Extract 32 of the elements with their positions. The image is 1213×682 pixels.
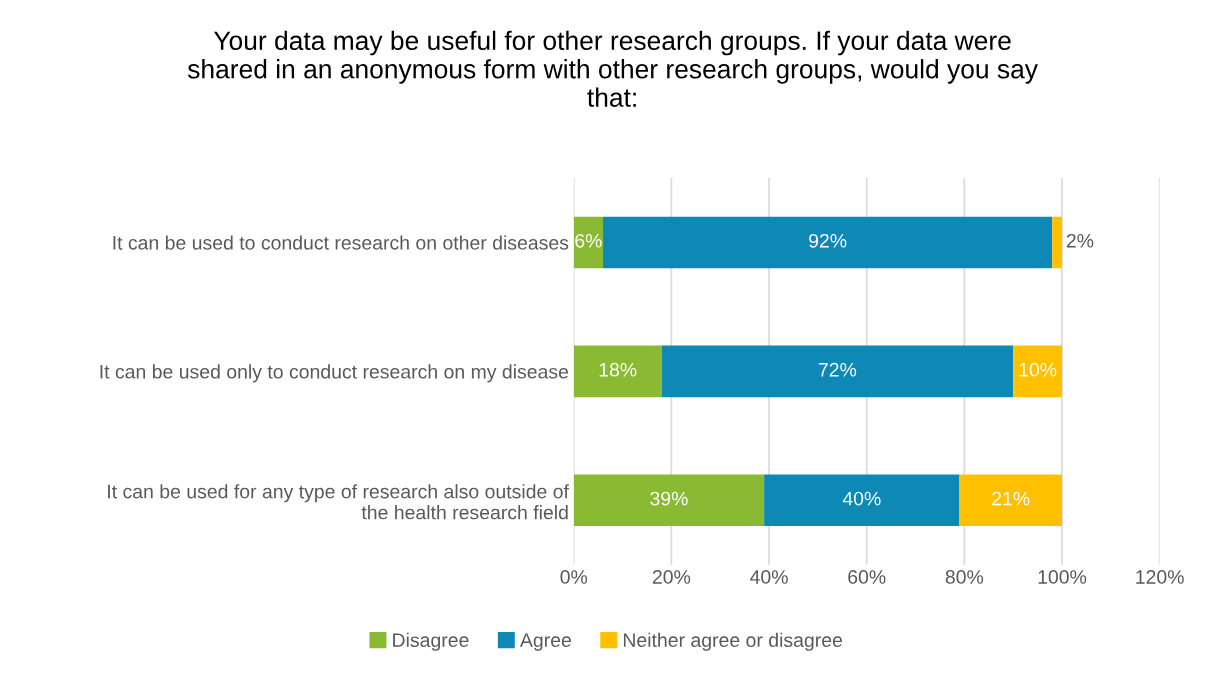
data-label: 6%	[575, 233, 602, 248]
x-tick-label: 80%	[945, 570, 984, 584]
data-label: 39%	[650, 491, 688, 506]
x-tick-label: 0%	[560, 570, 588, 584]
x-tick-label: 100%	[1038, 570, 1087, 584]
data-label: 21%	[992, 491, 1030, 506]
bar	[661, 345, 1014, 398]
bar	[1052, 216, 1062, 269]
y-tick-label: It can be used for any type of research also outside of the health research field	[108, 484, 569, 520]
x-tick-label: 60%	[848, 570, 886, 584]
data-label: 92%	[809, 233, 847, 248]
data-label: 2%	[1066, 233, 1094, 248]
y-tick-label: It can be used to conduct research on other diseases	[113, 235, 569, 250]
data-label: 40%	[842, 491, 881, 506]
bar	[1013, 345, 1062, 398]
bar	[764, 474, 960, 527]
x-tick-label: 120%	[1136, 570, 1184, 584]
legend-label: Disagree	[393, 632, 469, 651]
bar	[603, 216, 1053, 269]
x-tick-label: 40%	[750, 570, 788, 584]
bar	[573, 345, 662, 398]
data-label: 18%	[599, 362, 637, 377]
data-label: 10%	[1019, 362, 1057, 377]
y-tick-label: It can be used only to conduct research on my disease	[100, 364, 569, 383]
legend-label: Agree	[519, 633, 571, 651]
bar	[959, 474, 1062, 527]
chart-title: Your data may be useful for other research groups. If your data were shared in an anonymous form with other research groups, would you say that:	[187, 30, 1038, 107]
bar	[573, 474, 765, 527]
data-label: 72%	[818, 362, 857, 377]
legend-label: Neither agree or disagree	[623, 632, 842, 651]
x-tick-label: 20%	[652, 570, 691, 584]
bar	[573, 216, 604, 269]
